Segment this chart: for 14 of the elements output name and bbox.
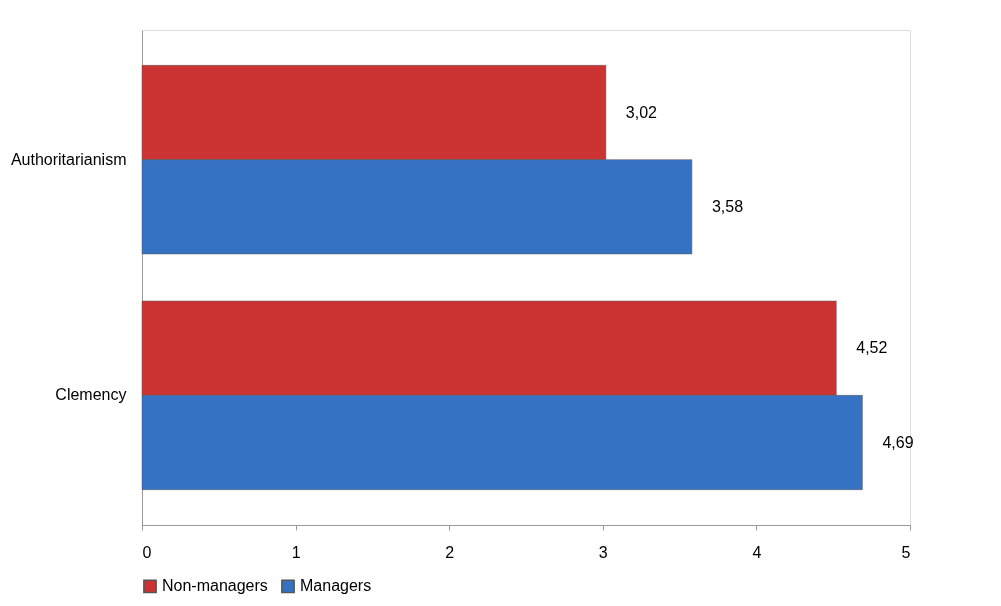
legend-label: Non-managers bbox=[162, 577, 268, 595]
x-tick-label: 4 bbox=[752, 543, 762, 561]
x-tick-label: 0 bbox=[142, 543, 152, 561]
legend-label: Managers bbox=[300, 577, 372, 595]
data-label: 4,69 bbox=[882, 433, 914, 451]
x-tick-label: 2 bbox=[445, 543, 455, 561]
y-tick-label: Clemency bbox=[55, 386, 127, 404]
data-label: 3,58 bbox=[711, 197, 744, 215]
data-label: 4,52 bbox=[856, 339, 888, 357]
x-tick-label: 3 bbox=[598, 543, 608, 561]
data-label: 3,02 bbox=[625, 103, 658, 121]
y-tick-label: Authoritarianism bbox=[10, 150, 127, 168]
x-tick-label: 1 bbox=[291, 543, 301, 561]
x-tick-label: 5 bbox=[901, 543, 911, 561]
